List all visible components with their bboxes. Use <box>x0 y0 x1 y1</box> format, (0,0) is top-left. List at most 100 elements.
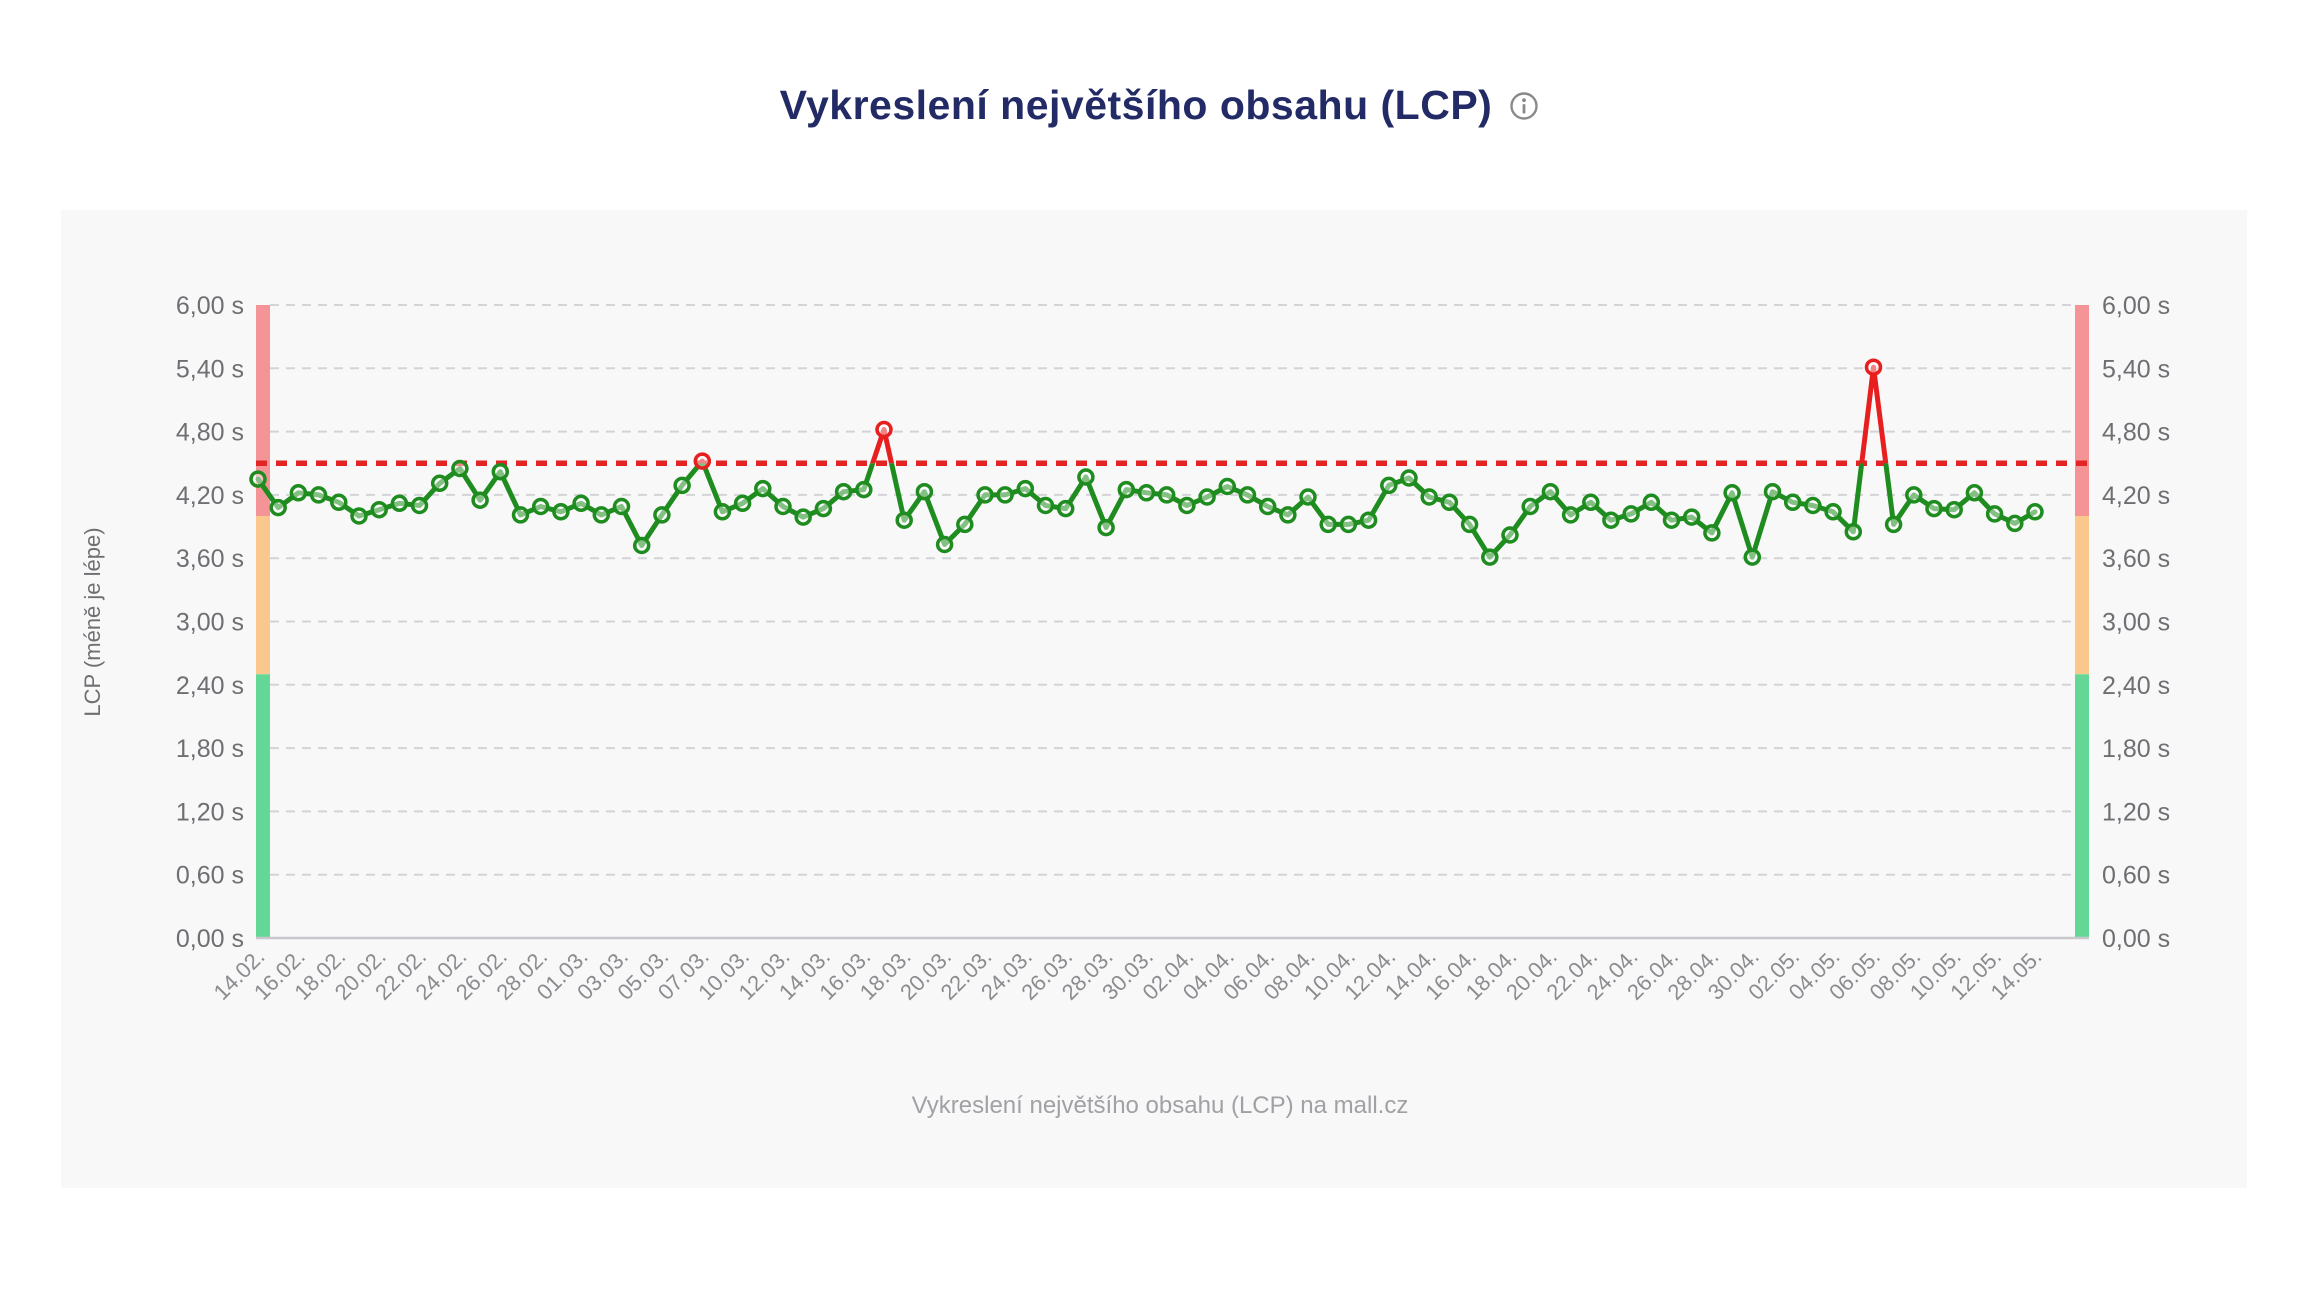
data-point[interactable] <box>1198 488 1216 506</box>
data-point[interactable] <box>410 496 429 515</box>
y-tick-left: 1,80 s <box>176 735 244 763</box>
data-point[interactable] <box>1703 524 1721 542</box>
data-point[interactable] <box>592 506 611 524</box>
data-point[interactable] <box>1137 484 1156 502</box>
y-axis-label: LCP (méně je lépe) <box>80 527 105 716</box>
data-point[interactable] <box>855 480 873 499</box>
data-point[interactable] <box>1279 506 1297 524</box>
data-point[interactable] <box>1561 506 1580 524</box>
data-point[interactable] <box>552 503 570 521</box>
data-point[interactable] <box>1481 548 1499 566</box>
data-point[interactable] <box>2006 514 2024 533</box>
data-point[interactable] <box>653 506 671 524</box>
data-point[interactable] <box>754 479 772 498</box>
data-point[interactable] <box>1016 479 1035 498</box>
data-point[interactable] <box>1319 515 1337 534</box>
data-point[interactable] <box>1400 469 1418 487</box>
data-point[interactable] <box>249 470 267 488</box>
data-point[interactable] <box>1218 477 1237 496</box>
data-point[interactable] <box>1521 497 1539 516</box>
data-point[interactable] <box>733 494 752 513</box>
data-point[interactable] <box>1864 358 1883 376</box>
data-point[interactable] <box>1682 508 1701 526</box>
data-point[interactable] <box>1602 511 1620 529</box>
data-point[interactable] <box>269 498 287 517</box>
data-point[interactable] <box>572 494 590 513</box>
data-point[interactable] <box>511 506 530 524</box>
data-point[interactable] <box>976 486 994 504</box>
data-point[interactable] <box>1582 493 1600 512</box>
data-point[interactable] <box>471 491 489 509</box>
data-point[interactable] <box>1440 493 1459 512</box>
data-point[interactable] <box>996 486 1014 504</box>
data-point[interactable] <box>1157 486 1176 504</box>
data-point[interactable] <box>1884 515 1903 534</box>
data-point[interactable] <box>309 486 328 504</box>
data-point[interactable] <box>1258 497 1277 516</box>
data-point[interactable] <box>794 508 812 526</box>
data-point[interactable] <box>1420 488 1438 506</box>
data-point[interactable] <box>713 503 732 521</box>
data-point[interactable] <box>673 476 691 495</box>
y-tick-right: 3,00 s <box>2102 609 2170 637</box>
data-point[interactable] <box>814 499 833 518</box>
data-point[interactable] <box>1783 493 1802 512</box>
data-point[interactable] <box>1804 496 1822 515</box>
data-point[interactable] <box>693 452 712 470</box>
data-point[interactable] <box>1763 482 1782 501</box>
data-point[interactable] <box>1299 488 1317 506</box>
data-point[interactable] <box>915 482 934 501</box>
data-point[interactable] <box>1662 511 1681 529</box>
data-point[interactable] <box>330 493 348 512</box>
data-point[interactable] <box>1965 484 1984 502</box>
data-point[interactable] <box>1824 503 1842 521</box>
data-point[interactable] <box>1097 518 1115 537</box>
data-point[interactable] <box>1642 493 1661 512</box>
data-point[interactable] <box>350 507 368 525</box>
data-point[interactable] <box>1178 496 1196 515</box>
data-point[interactable] <box>1501 526 1519 544</box>
data-point[interactable] <box>430 474 449 493</box>
data-point[interactable] <box>774 497 792 516</box>
data-point[interactable] <box>935 535 954 554</box>
data-point[interactable] <box>1238 486 1257 504</box>
y-tick-right: 1,80 s <box>2102 735 2170 763</box>
data-point[interactable] <box>1743 548 1762 566</box>
data-point[interactable] <box>1925 499 1943 518</box>
data-point[interactable] <box>1905 486 1923 504</box>
info-icon[interactable] <box>1508 90 1540 122</box>
y-tick-left: 6,00 s <box>176 292 244 320</box>
data-point[interactable] <box>1077 468 1095 486</box>
data-point[interactable] <box>834 482 853 501</box>
data-point[interactable] <box>370 500 388 519</box>
data-point[interactable] <box>491 462 510 481</box>
data-point[interactable] <box>1622 505 1640 523</box>
data-point[interactable] <box>1339 515 1358 534</box>
data-point[interactable] <box>1380 476 1398 495</box>
data-point[interactable] <box>632 536 651 555</box>
data-point[interactable] <box>1117 480 1136 499</box>
data-point[interactable] <box>1359 511 1378 529</box>
data-point[interactable] <box>1036 496 1055 515</box>
data-point[interactable] <box>1723 484 1741 502</box>
data-point[interactable] <box>875 420 893 439</box>
y-tick-left: 0,00 s <box>176 925 244 953</box>
y-tick-left: 2,40 s <box>176 672 244 700</box>
data-point[interactable] <box>1844 523 1863 541</box>
x-tick-labels: 14.02.16.02.18.02.20.02.22.02.24.02.26.0… <box>209 944 2047 1005</box>
data-point[interactable] <box>531 497 550 516</box>
data-point[interactable] <box>451 459 469 478</box>
data-point[interactable] <box>1985 505 2004 523</box>
data-point[interactable] <box>612 497 631 516</box>
data-point[interactable] <box>390 494 409 513</box>
data-point[interactable] <box>2026 503 2044 521</box>
data-point[interactable] <box>895 511 913 529</box>
data-point[interactable] <box>289 484 308 502</box>
data-point[interactable] <box>1945 500 1963 519</box>
data-point[interactable] <box>1541 482 1560 501</box>
data-point[interactable] <box>1460 515 1479 534</box>
y-tick-right: 3,60 s <box>2102 545 2170 573</box>
data-point[interactable] <box>956 515 974 534</box>
data-point[interactable] <box>1056 499 1075 518</box>
